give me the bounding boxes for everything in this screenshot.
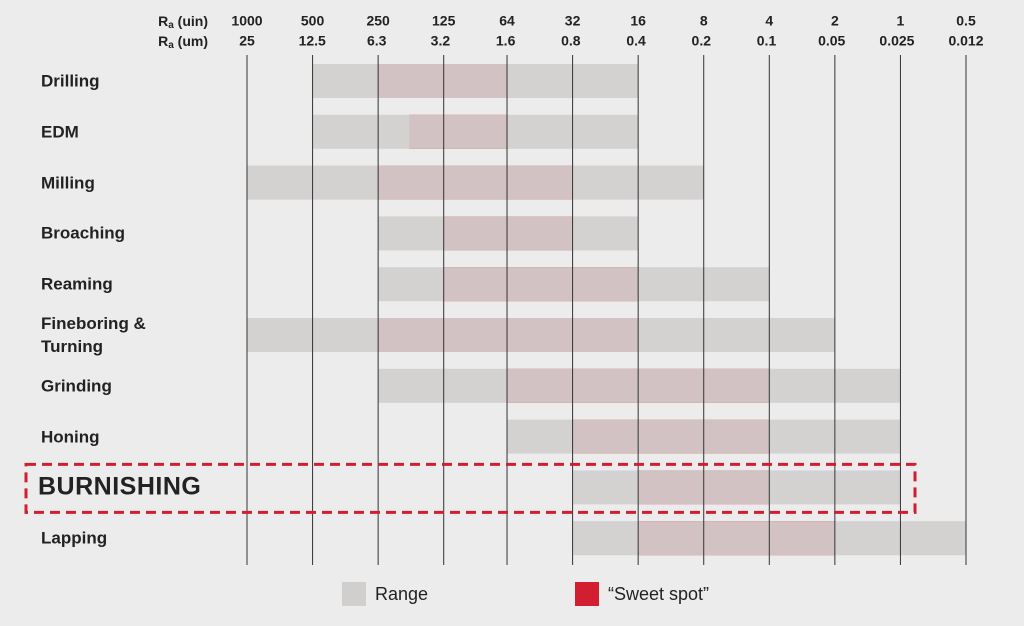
x2-tick-label: 6.3 [367,33,387,49]
x-tick-label: 8 [700,13,708,29]
x2-tick-label: 3.2 [431,33,451,49]
category-label: Milling [41,173,95,193]
x2-tick-label: 0.4 [626,33,646,49]
x-tick-label: 500 [301,13,325,29]
legend-swatch [342,582,366,606]
range-bar [572,470,901,505]
x-tick-label: 1 [897,13,905,29]
x2-tick-label: 0.05 [818,33,845,49]
category-label: Fineboring & Turning [41,314,146,356]
x-tick-label: 0.5 [956,13,976,29]
x-tick-label: 250 [366,13,390,29]
x-tick-label: 4 [765,13,773,29]
x2-tick-label: 0.012 [948,33,983,49]
category-label: Honing [41,427,100,447]
x2-tick-label: 0.1 [757,33,777,49]
range-bar [312,64,639,98]
highlight-box [24,462,917,514]
x-tick-label: 125 [432,13,456,29]
range-bar [247,165,704,200]
category-label: Lapping [41,528,108,548]
range-bar [378,216,639,251]
axis-label: Ra (uin) [158,13,208,31]
x2-tick-label: 0.2 [692,33,712,49]
legend-swatch [575,582,599,606]
x2-tick-label: 25 [239,33,255,49]
x-tick-label: 1000 [231,13,262,29]
x-tick-label: 16 [630,13,646,29]
legend-label: Range [375,584,428,604]
x-tick-label: 32 [565,13,581,29]
x-tick-label: 64 [499,13,515,29]
category-label: BURNISHING [38,472,202,501]
axis-label: Ra (um) [158,33,208,51]
legend-label: “Sweet spot” [608,584,709,604]
range-bar [378,368,901,403]
category-label: Drilling [41,71,100,91]
category-label: EDM [41,122,79,142]
x2-tick-label: 0.8 [561,33,581,49]
x2-tick-label: 0.025 [879,33,914,49]
range-bar [247,318,835,352]
range-bar [312,114,639,149]
x2-tick-label: 1.6 [496,33,516,49]
category-label: Reaming [41,274,113,294]
x-tick-label: 2 [831,13,839,29]
category-label: Broaching [41,223,126,243]
range-bar [378,267,770,302]
category-label: Grinding [41,376,112,396]
x2-tick-label: 12.5 [299,33,326,49]
